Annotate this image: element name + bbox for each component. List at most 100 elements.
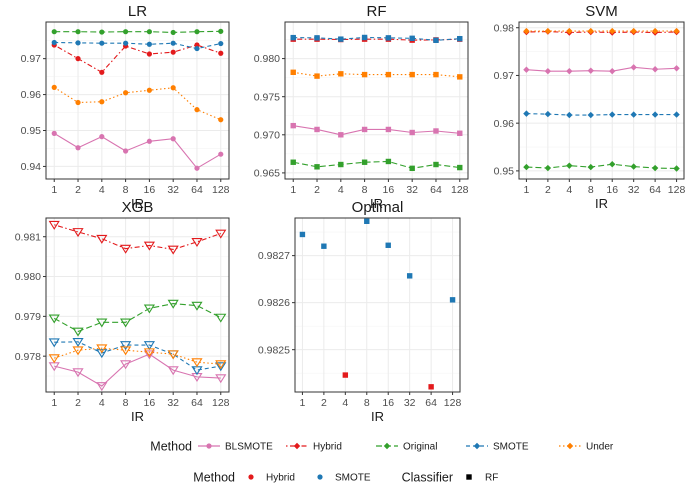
data-point xyxy=(314,164,320,170)
data-point xyxy=(673,111,680,118)
data-point xyxy=(406,273,413,279)
legend-label: Hybrid xyxy=(266,473,295,484)
series-line xyxy=(526,163,677,170)
data-point xyxy=(299,231,306,238)
data-point xyxy=(314,73,320,79)
x-axis-label: IR xyxy=(131,196,144,211)
data-point xyxy=(544,110,552,118)
x-tick-label: 2 xyxy=(321,397,327,409)
data-point xyxy=(587,111,594,119)
data-point xyxy=(96,234,108,244)
data-point xyxy=(72,346,84,356)
panel-title: LR xyxy=(128,3,147,20)
data-point xyxy=(123,148,129,154)
y-tick-label: 0.96 xyxy=(494,118,515,130)
legend-key-marker xyxy=(206,443,212,449)
data-point xyxy=(630,64,637,71)
legend-item-smote: SMOTE xyxy=(466,442,529,453)
data-point xyxy=(120,346,132,356)
data-point xyxy=(651,27,659,35)
x-tick-label: 32 xyxy=(404,397,416,409)
data-point xyxy=(433,71,439,78)
x-tick-label: 8 xyxy=(123,184,129,196)
data-point xyxy=(72,327,84,337)
data-point xyxy=(146,29,152,35)
x-tick-label: 8 xyxy=(588,184,594,196)
data-point xyxy=(433,37,439,43)
data-point xyxy=(587,27,594,35)
data-point xyxy=(146,138,152,144)
data-point xyxy=(75,40,81,46)
series-line xyxy=(293,125,460,136)
data-point xyxy=(72,337,84,347)
x-tick-label: 128 xyxy=(212,184,230,196)
x-tick-label: 16 xyxy=(382,397,394,409)
data-point xyxy=(48,220,60,230)
legend-item-under: Under xyxy=(559,442,614,453)
data-point xyxy=(99,29,105,35)
panel-title: SVM xyxy=(585,3,618,20)
data-point xyxy=(215,360,227,370)
x-tick-label: 2 xyxy=(75,397,81,409)
data-point xyxy=(215,362,227,372)
data-point xyxy=(120,244,132,254)
data-point xyxy=(120,341,132,351)
y-tick-label: 0.965 xyxy=(254,168,280,180)
data-point xyxy=(191,358,203,368)
optimal-points xyxy=(299,218,456,390)
data-point xyxy=(51,84,57,90)
data-point xyxy=(218,28,224,34)
x-tick-label: 4 xyxy=(342,397,348,409)
y-tick-label: 0.98 xyxy=(494,22,515,34)
data-point xyxy=(167,245,179,255)
data-point xyxy=(321,243,327,249)
x-tick-label: 64 xyxy=(649,184,661,196)
data-point xyxy=(630,27,637,35)
data-point xyxy=(167,350,179,360)
x-tick-label: 1 xyxy=(51,184,57,196)
legend-title: Method xyxy=(150,440,192,454)
panel-background xyxy=(46,218,229,392)
data-point xyxy=(609,27,616,35)
data-point xyxy=(218,40,224,47)
data-point xyxy=(218,151,224,157)
y-tick-label: 0.980 xyxy=(15,271,41,283)
data-point xyxy=(566,27,573,35)
data-point xyxy=(191,301,203,311)
x-tick-label: 2 xyxy=(314,184,320,196)
legend-item-hybrid: Hybrid xyxy=(248,473,295,484)
data-point xyxy=(457,130,463,136)
data-point xyxy=(433,161,439,168)
data-point xyxy=(215,374,227,384)
series-line xyxy=(53,86,221,121)
series-line xyxy=(293,38,460,41)
data-point xyxy=(96,382,108,392)
legend-label: Under xyxy=(586,442,614,453)
x-tick-label: 32 xyxy=(628,184,640,196)
data-point xyxy=(120,318,132,328)
data-point xyxy=(146,87,152,93)
series-original xyxy=(48,299,227,337)
data-point xyxy=(433,128,439,134)
data-point xyxy=(290,122,296,129)
data-point xyxy=(385,35,392,41)
data-point xyxy=(544,67,552,75)
data-point xyxy=(143,350,155,360)
legend-key-marker xyxy=(473,442,481,450)
series-blsmote xyxy=(290,122,463,138)
series-smote xyxy=(51,39,224,52)
data-point xyxy=(523,163,530,171)
data-point xyxy=(51,130,57,136)
series-original xyxy=(290,158,463,172)
data-point xyxy=(457,74,463,80)
data-point xyxy=(170,49,176,55)
data-point xyxy=(290,34,296,41)
series-original xyxy=(51,28,224,36)
panel-title: Optimal xyxy=(352,199,404,216)
panel-border xyxy=(45,217,230,393)
panel-background xyxy=(295,218,460,392)
x-tick-label: 16 xyxy=(144,397,156,409)
panel-svm: 0.95 0.96 0.97 0.98 1 2 4 8 16 32 64 128 SVM IR xyxy=(494,3,686,211)
data-point xyxy=(673,27,680,35)
